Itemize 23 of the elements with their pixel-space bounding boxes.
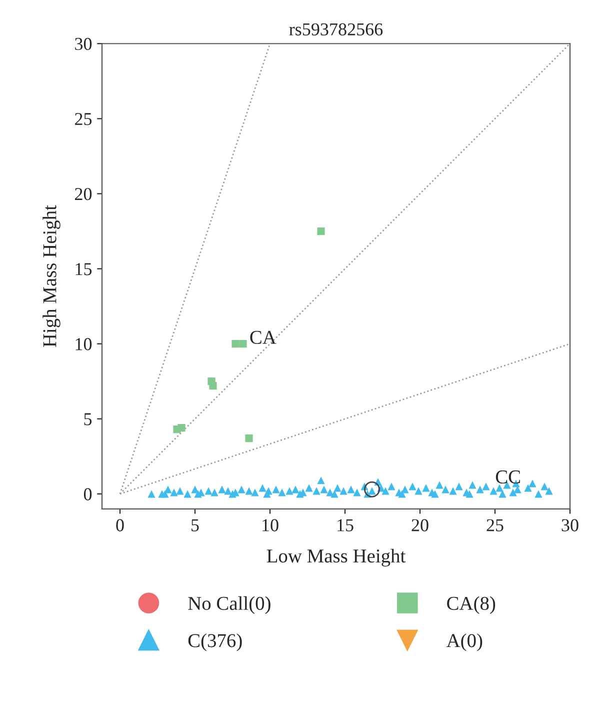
x-tick-label: 20 — [412, 519, 428, 532]
legend-label: CA(8) — [447, 596, 496, 614]
x-tick-label: 5 — [192, 519, 199, 532]
y-tick-label: 10 — [76, 338, 92, 350]
annotation: CC — [496, 470, 520, 484]
y-tick-label: 30 — [75, 38, 92, 50]
legend-label: C(376) — [188, 634, 242, 652]
chart-title: rs593782566 — [289, 23, 383, 36]
y-tick-label: 5 — [84, 413, 92, 426]
x-tick-label: 0 — [116, 519, 124, 532]
x-tick-label: 15 — [338, 519, 354, 532]
annotation: CA — [250, 330, 276, 344]
x-axis-title: Low Mass Height — [266, 548, 406, 567]
legend-label: No Call(0) — [188, 596, 270, 614]
y-tick-label: 20 — [75, 188, 92, 200]
x-tick-label: 10 — [262, 519, 278, 532]
y-tick-label: 0 — [84, 488, 92, 500]
legend-label: A(0) — [446, 634, 482, 652]
x-tick-label: 25 — [486, 519, 504, 532]
y-tick-label: 15 — [76, 263, 92, 276]
y-axis-title: High Mass Height — [42, 205, 60, 347]
x-tick-label: 30 — [562, 519, 578, 532]
y-tick-label: 25 — [75, 112, 92, 126]
